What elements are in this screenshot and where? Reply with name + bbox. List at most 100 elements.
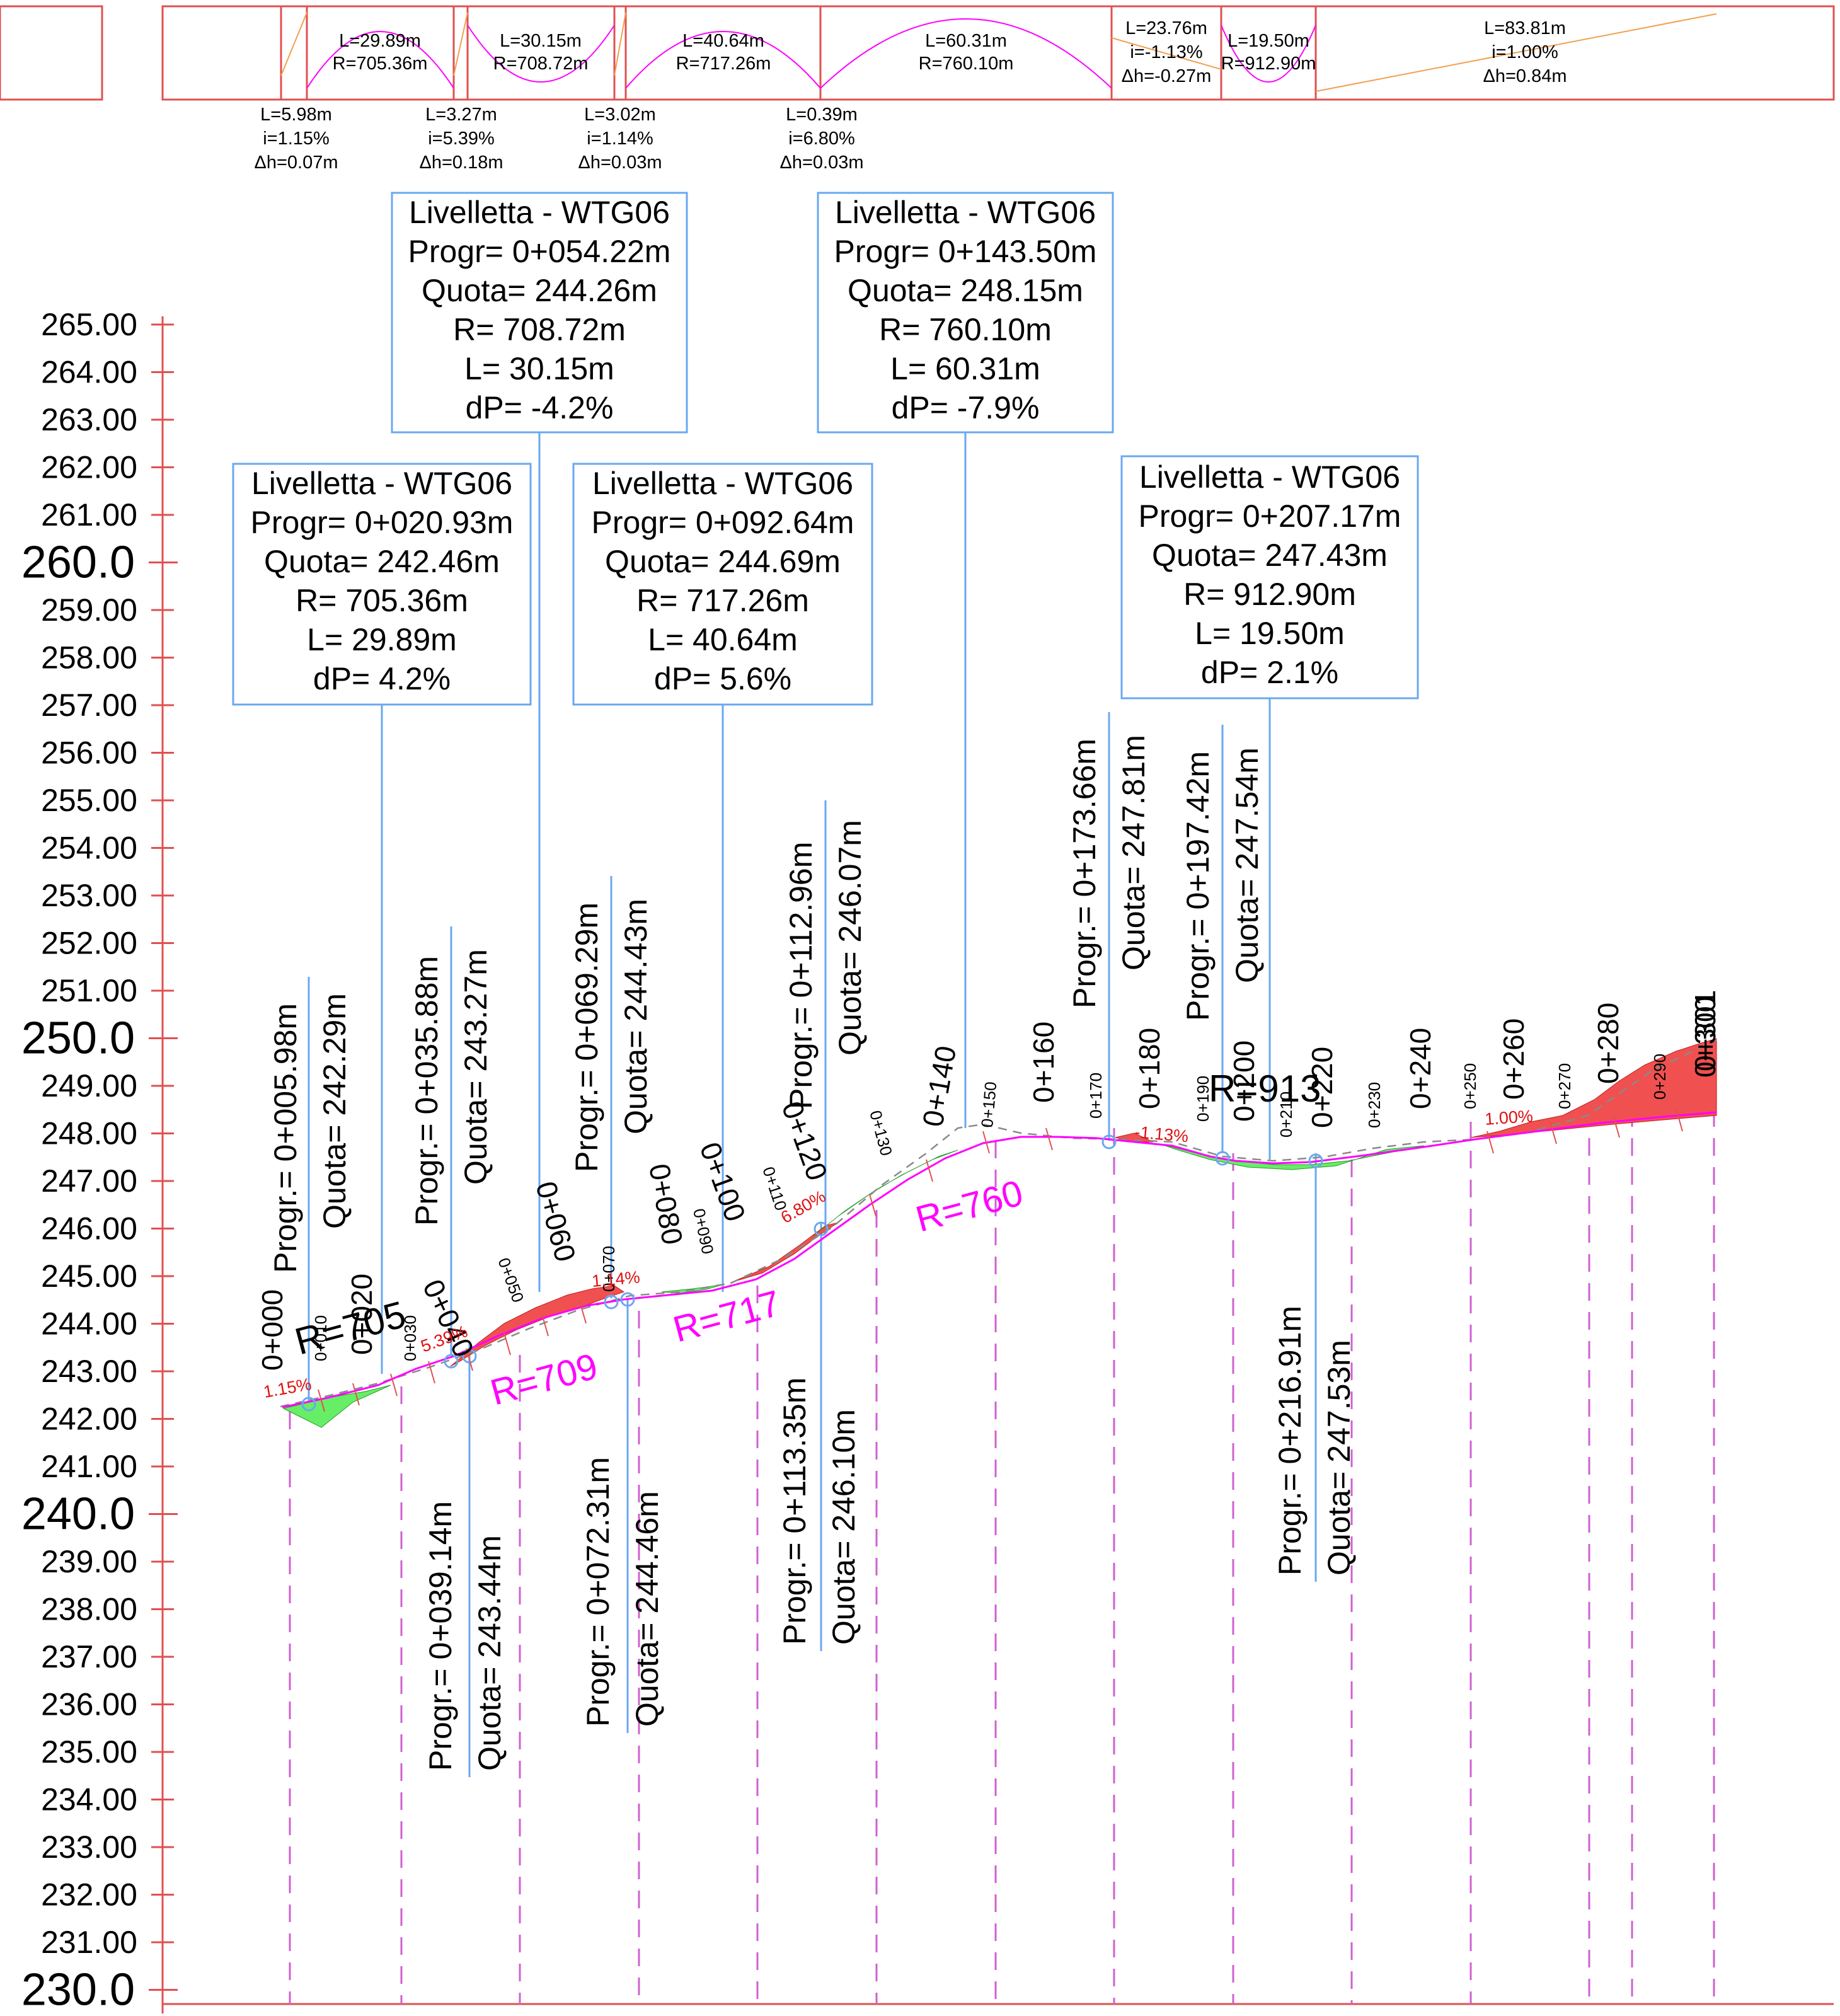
callout-title: Livelletta - WTG06 <box>1139 459 1400 495</box>
station-label: 0+190 <box>1193 1076 1212 1122</box>
vertical-labels-above: Progr.= 0+005.98m Quota= 242.29m Progr.=… <box>268 735 1265 1273</box>
axis-label: 240.0 <box>21 1489 135 1540</box>
station-label: 0+050 <box>494 1255 527 1305</box>
band-grade-a-dh: Δh=-0.27m <box>1122 66 1212 86</box>
band-below-4-l: L=0.39m <box>786 105 858 125</box>
axis-label: 249.00 <box>41 1068 137 1103</box>
vl-above-1-progr: Progr.= 0+005.98m <box>268 1003 303 1273</box>
vertical-labels-below: Progr.= 0+039.14m Quota= 243.44m Progr.=… <box>423 1306 1357 1771</box>
station-label: 0+270 <box>1555 1063 1574 1109</box>
vl-above-4-quota: Quota= 246.07m <box>832 820 868 1056</box>
band-below-2-i: i=5.39% <box>428 129 495 149</box>
callout-l: L= 29.89m <box>307 622 457 657</box>
callout-054: Livelletta - WTG06 Progr= 0+054.22m Quot… <box>391 192 688 1292</box>
station-label: 0+301 <box>1689 990 1722 1071</box>
band-curve-4-r: R=760.10m <box>919 54 1014 74</box>
callout-l: L= 19.50m <box>1195 616 1345 651</box>
axis-label: 260.0 <box>21 538 135 588</box>
station-label: 0+290 <box>1650 1054 1669 1100</box>
axis-label: 256.00 <box>41 735 137 771</box>
station-label: 0+220 <box>1306 1047 1338 1128</box>
callout-quota: Quota= 247.43m <box>1152 538 1388 573</box>
station-label: 0+280 <box>1592 1003 1624 1084</box>
axis-label: 262.00 <box>41 450 137 485</box>
callout-l: L= 40.64m <box>648 622 798 657</box>
radius-label-760: R=760 <box>912 1172 1027 1240</box>
band-curve-2-r: R=708.72m <box>493 54 589 74</box>
vl-above-1-quota: Quota= 242.29m <box>317 993 352 1229</box>
station-label: 0+130 <box>866 1109 896 1158</box>
band-below-3-l: L=3.02m <box>584 105 656 125</box>
callout-progr: Progr= 0+020.93m <box>251 505 514 540</box>
band-grade-b-l: L=83.81m <box>1484 18 1566 38</box>
callout-dp: dP= 2.1% <box>1201 655 1338 690</box>
vl-above-2-quota: Quota= 243.27m <box>458 949 493 1185</box>
axis-label: 242.00 <box>41 1402 137 1437</box>
station-label: 0+240 <box>1404 1028 1437 1109</box>
axis-label: 246.00 <box>41 1211 137 1247</box>
callout-dp: dP= -4.2% <box>466 390 614 425</box>
axis-label: 263.00 <box>41 402 137 437</box>
axis-label: 243.00 <box>41 1354 137 1389</box>
callout-title: Livelletta - WTG06 <box>251 466 512 501</box>
callout-quota: Quota= 242.46m <box>264 544 500 579</box>
fill-area-d <box>1471 1038 1717 1138</box>
callout-020: Livelletta - WTG06 Progr= 0+020.93m Quot… <box>232 463 532 1374</box>
band-left-cell <box>0 5 103 101</box>
band-frame <box>161 5 1835 101</box>
band-grade-b-i: i=1.00% <box>1492 42 1558 62</box>
grade-label: 1.15% <box>262 1374 313 1402</box>
vl-below-3-progr: Progr.= 0+113.35m <box>777 1378 812 1645</box>
profile-band: L=29.89m R=705.36m L=30.15m R=708.72m L=… <box>0 5 1835 173</box>
profile-surfaces <box>280 1038 1717 1428</box>
axis-ticks <box>149 323 178 1991</box>
callout-progr: Progr= 0+092.64m <box>592 505 854 540</box>
callout-progr: Progr= 0+143.50m <box>834 234 1097 269</box>
radius-label-709: R=709 <box>486 1345 602 1413</box>
callout-title: Livelletta - WTG06 <box>592 466 853 501</box>
band-below-1-l: L=5.98m <box>260 105 332 125</box>
station-label: 0+000 <box>256 1289 289 1371</box>
station-label: 0+250 <box>1461 1063 1480 1109</box>
axis-label: 241.00 <box>41 1449 137 1484</box>
band-below-3-dh: Δh=0.03m <box>578 153 662 173</box>
axis-label: 251.00 <box>41 973 137 1008</box>
station-label: 0+160 <box>1027 1022 1060 1103</box>
band-below-3-i: i=1.14% <box>587 129 653 149</box>
vl-above-5-progr: Progr.= 0+173.66m <box>1067 739 1102 1008</box>
callout-quota: Quota= 244.69m <box>605 544 841 579</box>
station-label: 0+010 <box>311 1315 330 1361</box>
callout-r: R= 717.26m <box>636 583 809 618</box>
station-label: 0+230 <box>1365 1082 1384 1128</box>
callout-progr: Progr= 0+207.17m <box>1139 498 1401 534</box>
band-curve-2-l: L=30.15m <box>500 31 582 51</box>
axis-label: 236.00 <box>41 1687 137 1722</box>
vl-above-5-quota: Quota= 247.81m <box>1116 735 1151 971</box>
station-label: 0+210 <box>1277 1092 1296 1138</box>
band-grade-a-i: i=-1.13% <box>1130 42 1202 62</box>
station-label: 0+140 <box>916 1043 963 1129</box>
station-label: 0+200 <box>1228 1040 1260 1122</box>
band-below-4-i: i=6.80% <box>788 129 855 149</box>
axis-label: 232.00 <box>41 1877 137 1913</box>
elevation-axis: 265.00 264.00 263.00 262.00 261.00 260.0 259.0… <box>21 307 1834 2015</box>
callout-dp: dP= -7.9% <box>892 390 1040 425</box>
vl-above-6-progr: Progr.= 0+197.42m <box>1180 751 1216 1021</box>
band-curve-1-l: L=29.89m <box>339 31 421 51</box>
vl-below-4-quota: Quota= 247.53m <box>1321 1340 1357 1575</box>
design-profile <box>282 1111 1717 1408</box>
callout-l: L= 30.15m <box>464 351 614 386</box>
station-label: 0+180 <box>1133 1028 1166 1109</box>
station-label: 0+070 <box>599 1246 618 1292</box>
axis-label: 238.00 <box>41 1592 137 1627</box>
vl-below-1-quota: Quota= 243.44m <box>472 1535 507 1771</box>
axis-label: 234.00 <box>41 1782 137 1817</box>
callout-title: Livelletta - WTG06 <box>835 195 1096 230</box>
band-curve-arcs <box>306 18 1316 89</box>
band-dividers <box>280 6 1317 100</box>
axis-label: 257.00 <box>41 688 137 723</box>
station-label: 0+260 <box>1497 1018 1530 1100</box>
vl-below-1-progr: Progr.= 0+039.14m <box>423 1501 458 1771</box>
station-label: 0+080 <box>643 1161 689 1247</box>
vl-above-3-quota: Quota= 244.43m <box>618 899 653 1134</box>
